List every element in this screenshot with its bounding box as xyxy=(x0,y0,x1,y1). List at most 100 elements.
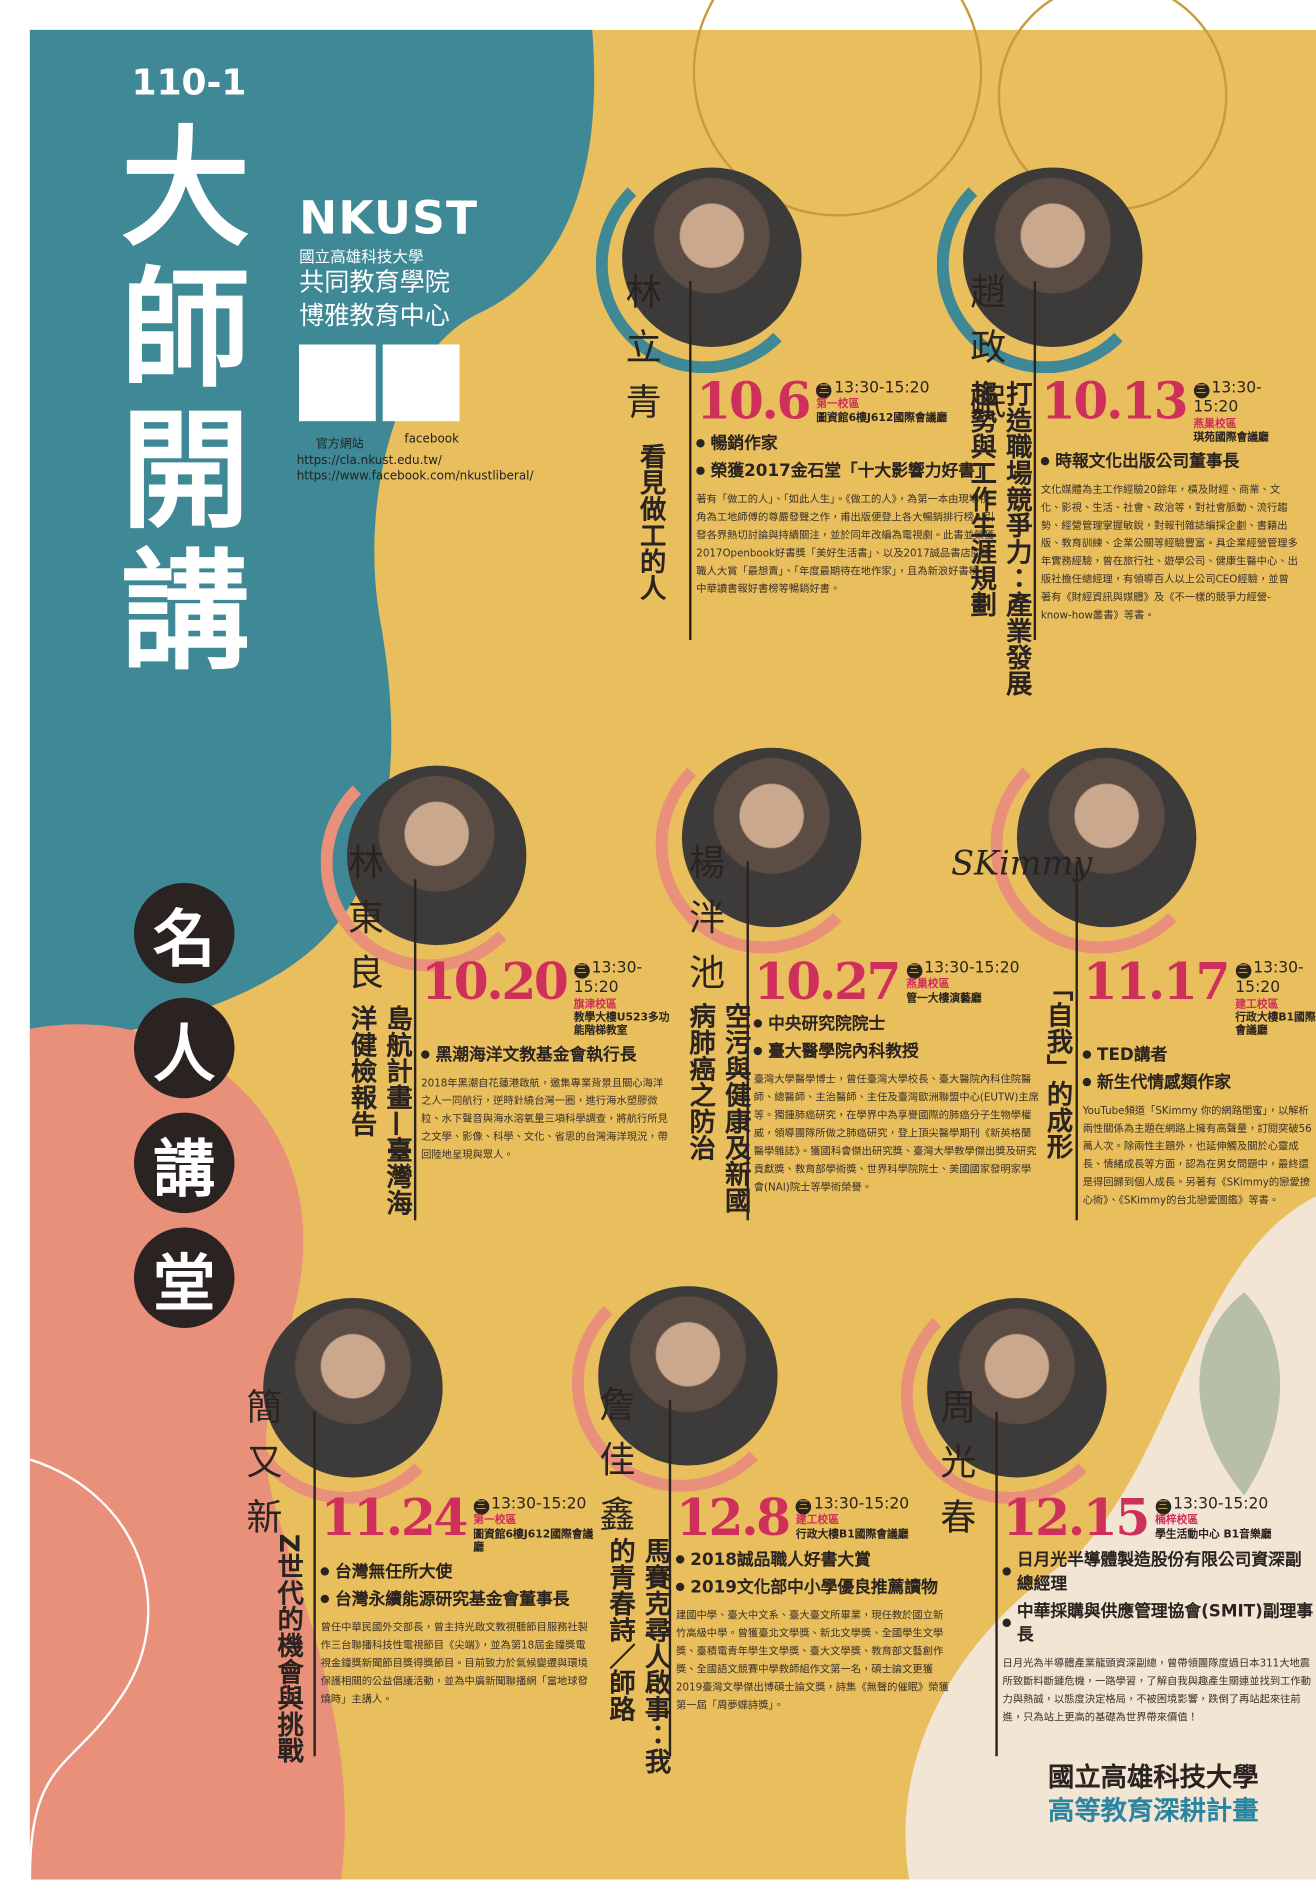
talk-date: 10.20 xyxy=(421,957,566,1007)
campus: 燕巢校區 xyxy=(1193,418,1298,431)
role: 新生代情感類作家 xyxy=(1083,1070,1316,1094)
talk-topic: 打造職場競爭力：產業發展趨勢與工作生涯規劃 xyxy=(957,380,1034,709)
bio: YouTube頻道「SKimmy 你的網路閨蜜」，以解析兩性關係為主題在網路上擁… xyxy=(1083,1103,1316,1211)
date-row: 11.17三13:30-15:20建工校區行政大樓B1國際會議廳 xyxy=(1083,957,1316,1039)
divider-line xyxy=(414,879,416,1220)
talk-meta: 三13:30-15:20建工校區行政大樓B1國際會議廳 xyxy=(796,1493,909,1542)
bullet xyxy=(754,1019,762,1027)
qr-code xyxy=(299,345,376,422)
logo: NKUST xyxy=(299,191,478,244)
time-line: 三13:30-15:20 xyxy=(473,1495,596,1514)
role-text: 榮獲2017金石堂「十大影響力好書」 xyxy=(711,458,992,482)
role-text: 台灣無任所大使 xyxy=(335,1559,452,1583)
time: 13:30-15:20 xyxy=(491,1495,586,1513)
bio: 著有「做工的人」、「如此人生」。《做工的人》，為第一本由現場視角為工地師傅的尊嚴… xyxy=(696,492,995,600)
subtitle-char: 名 xyxy=(134,883,234,983)
weekday: 三 xyxy=(574,963,590,979)
speaker-photo xyxy=(263,1298,442,1477)
speaker-name: SKimmy xyxy=(951,843,1092,882)
footer-program: 高等教育深耕計畫 xyxy=(1048,1790,1259,1828)
speaker-photo xyxy=(1017,748,1196,927)
role-text: 暢銷作家 xyxy=(711,431,778,455)
time-line: 三13:30-15:20 xyxy=(816,379,947,398)
term: 110-1 xyxy=(132,62,247,104)
bio: 臺灣大學醫學博士，曾任臺灣大學校長、臺大醫院內科住院醫師、總醫師、主治醫師、主任… xyxy=(754,1072,1041,1198)
weekday: 三 xyxy=(1193,383,1209,399)
speaker-name: 簡又新 xyxy=(233,1388,286,1553)
speaker-name: 林東良 xyxy=(335,843,388,1008)
divider-line xyxy=(689,281,691,640)
role: 2018誠品職人好書大賞 xyxy=(676,1547,951,1571)
bullet xyxy=(676,1582,684,1590)
time-line: 三13:30-15:20 xyxy=(574,959,673,998)
bullet xyxy=(696,466,704,474)
venue: 行政大樓B1國際會議廳 xyxy=(796,1528,909,1541)
role-text: 臺大醫學院內科教授 xyxy=(768,1038,919,1062)
bullet xyxy=(321,1594,329,1602)
role: 黑潮海洋文教基金會執行長 xyxy=(421,1042,672,1066)
weekday: 三 xyxy=(906,963,922,979)
campus: 第一校區 xyxy=(816,399,947,412)
talk-date: 10.6 xyxy=(696,377,809,427)
role: 中華採購與供應管理協會(SMIT)副理事長 xyxy=(1003,1598,1316,1646)
bullet xyxy=(1083,1050,1091,1058)
campus: 第一校區 xyxy=(473,1515,596,1528)
poster: 110-1大師開講名人講堂NKUST國立高雄科技大學共同教育學院博雅教育中心官方… xyxy=(0,0,1316,1879)
talk-details: 10.6 三13:30-15:20第一校區圖資館6樓J612國際會議廳暢銷作家榮獲… xyxy=(696,377,995,600)
weekday: 三 xyxy=(1235,963,1251,979)
role-text: 日月光半導體製造股份有限公司資深副總經理 xyxy=(1017,1547,1316,1595)
divider-line xyxy=(669,1400,671,1757)
qr-label: 官方網站 xyxy=(316,433,364,451)
talk-date: 10.27 xyxy=(754,957,899,1007)
qr-code xyxy=(383,345,460,422)
venue: 行政大樓B1國際會議廳 xyxy=(1235,1012,1316,1039)
subtitle-char: 堂 xyxy=(134,1227,234,1327)
url: https://www.facebook.com/nkustliberal/ xyxy=(297,470,534,483)
venue: 圖資館6樓J612國際會議廳 xyxy=(816,412,947,425)
role-text: 2019文化部中小學優良推薦讀物 xyxy=(690,1574,938,1598)
date-row: 12.8三13:30-15:20建工校區行政大樓B1國際會議廳 xyxy=(676,1493,951,1543)
role: 日月光半導體製造股份有限公司資深副總經理 xyxy=(1003,1547,1316,1595)
role: 2019文化部中小學優良推薦讀物 xyxy=(676,1574,951,1598)
bio: 建國中學、臺大中文系、臺大臺文所畢業，現任教於國立新竹高級中學。曾獲臺北文學獎、… xyxy=(676,1608,951,1716)
time: 13:30-15:20 xyxy=(924,959,1019,977)
talk-meta: 三13:30-15:20燕巢校區琪苑國際會議廳 xyxy=(1193,377,1298,445)
role: 中央研究院院士 xyxy=(754,1011,1041,1035)
role-text: TED講者 xyxy=(1097,1042,1167,1066)
talk-topic: 「自我」的成形 xyxy=(1038,975,1074,1166)
venue: 管一大樓演藝廳 xyxy=(906,992,1019,1005)
weekday: 三 xyxy=(796,1499,812,1515)
time: 13:30-15:20 xyxy=(834,379,929,397)
campus: 建工校區 xyxy=(1235,998,1316,1011)
role-text: 台灣永續能源研究基金會董事長 xyxy=(335,1586,569,1610)
bullet xyxy=(1003,1618,1011,1626)
role: 臺大醫學院內科教授 xyxy=(754,1038,1041,1062)
speaker-name: 周光春 xyxy=(927,1388,980,1553)
bullet xyxy=(676,1555,684,1563)
talk-topic: 島航計畫—臺灣海洋健檢報告 xyxy=(337,1005,414,1226)
bio: 日月光為半導體產業龍頭資深副總，曾帶領團隊度過日本311大地震所致斷料斷鏈危機，… xyxy=(1003,1656,1316,1728)
campus: 建工校區 xyxy=(796,1515,909,1528)
time-line: 三13:30-15:20 xyxy=(1235,959,1316,998)
role: 榮獲2017金石堂「十大影響力好書」 xyxy=(696,458,995,482)
venue: 琪苑國際會議廳 xyxy=(1193,432,1298,445)
college: 共同教育學院 xyxy=(299,263,450,299)
role-text: 黑潮海洋文教基金會執行長 xyxy=(435,1042,636,1066)
campus: 楠梓校區 xyxy=(1155,1515,1271,1528)
bio: 文化媒體為主工作經驗20餘年，橫及財經、商業、文化、影視、生活、社會、政治等，對… xyxy=(1041,482,1298,626)
bullet xyxy=(321,1567,329,1575)
venue: 教學大樓U523多功能階梯教室 xyxy=(574,1012,673,1039)
date-row: 10.20三13:30-15:20旗津校區教學大樓U523多功能階梯教室 xyxy=(421,957,672,1039)
venue: 學生活動中心 B1音樂廳 xyxy=(1155,1528,1271,1541)
speaker-name: 林立青 xyxy=(613,273,666,438)
